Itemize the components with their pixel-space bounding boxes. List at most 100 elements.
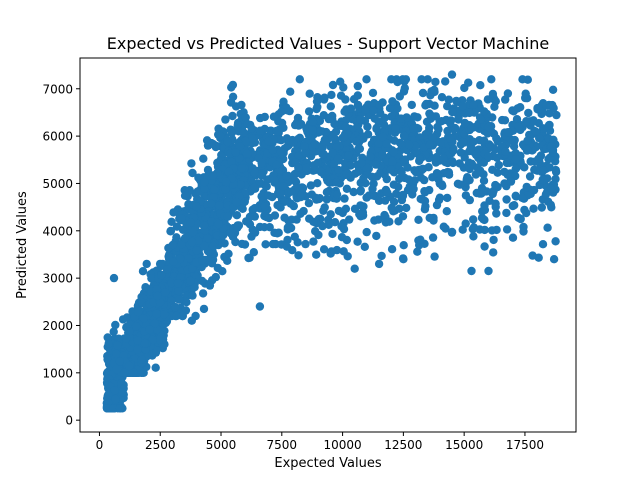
scatter-point: [248, 134, 257, 143]
scatter-point: [332, 190, 342, 199]
scatter-point: [147, 274, 156, 283]
scatter-point: [352, 137, 361, 146]
scatter-point: [326, 102, 335, 111]
scatter-point: [437, 93, 447, 102]
scatter-point: [353, 237, 362, 246]
scatter-point: [337, 233, 347, 242]
scatter-point: [415, 154, 424, 164]
scatter-point: [221, 185, 230, 194]
scatter-point: [241, 113, 250, 122]
scatter-point: [264, 213, 274, 223]
scatter-point: [190, 283, 199, 292]
scatter-point: [223, 212, 232, 221]
scatter-point: [447, 227, 457, 237]
scatter-point: [155, 298, 165, 307]
scatter-point: [270, 176, 279, 185]
scatter-point: [276, 147, 286, 157]
scatter-point: [174, 286, 183, 296]
scatter-point: [133, 307, 143, 317]
scatter-point: [484, 122, 493, 132]
scatter-point: [413, 113, 422, 122]
scatter-point: [324, 220, 333, 229]
scatter-point: [551, 237, 560, 246]
scatter-point: [487, 226, 497, 235]
scatter-point: [188, 264, 197, 273]
scatter-point: [205, 281, 215, 290]
scatter-point: [247, 232, 256, 241]
scatter-point: [548, 147, 558, 157]
scatter-point: [353, 91, 362, 100]
scatter-point: [487, 75, 496, 84]
scatter-point: [169, 257, 178, 266]
scatter-point: [199, 154, 208, 163]
scatter-point: [328, 229, 337, 239]
scatter-point: [208, 171, 218, 180]
y-axis-label: Predicted Values: [15, 191, 30, 299]
scatter-point: [295, 75, 304, 84]
scatter-point: [241, 137, 250, 146]
scatter-point: [215, 201, 224, 210]
scatter-point: [233, 120, 242, 130]
scatter-point: [430, 85, 439, 95]
scatter-point: [537, 203, 546, 212]
scatter-point: [511, 191, 520, 200]
scatter-point: [362, 227, 371, 237]
scatter-point: [111, 320, 120, 330]
scatter-point: [290, 232, 299, 241]
scatter-point: [492, 209, 501, 218]
scatter-point: [297, 190, 307, 199]
scatter-point: [312, 97, 322, 106]
scatter-point: [186, 218, 195, 227]
scatter-point: [181, 297, 190, 306]
scatter-point: [294, 151, 303, 160]
plot-frame: [79, 57, 577, 433]
scatter-point: [224, 249, 233, 258]
scatter-point: [268, 239, 278, 249]
scatter-point: [302, 163, 311, 173]
scatter-point: [188, 228, 198, 237]
scatter-point: [484, 152, 493, 161]
scatter-point: [211, 272, 220, 282]
scatter-point: [237, 100, 246, 110]
scatter-point: [112, 349, 121, 359]
scatter-point: [522, 182, 531, 192]
scatter-point: [432, 152, 441, 162]
scatter-point: [422, 99, 431, 109]
scatter-point: [308, 126, 317, 135]
scatter-point: [319, 149, 328, 159]
scatter-point: [265, 223, 274, 232]
scatter-point: [398, 212, 408, 221]
scatter-point: [523, 136, 532, 145]
scatter-point: [237, 164, 247, 173]
scatter-point: [449, 146, 458, 155]
scatter-point: [153, 291, 162, 301]
scatter-point: [378, 132, 388, 142]
scatter-point: [438, 181, 447, 191]
scatter-point: [282, 242, 292, 251]
scatter-point: [133, 345, 142, 354]
scatter-point: [300, 142, 309, 151]
scatter-point: [479, 187, 488, 196]
scatter-point: [439, 154, 448, 163]
y-tick-label: 0: [65, 414, 73, 428]
scatter-point: [385, 104, 395, 113]
scatter-point: [374, 215, 383, 224]
scatter-point: [221, 115, 230, 124]
scatter-point: [446, 118, 455, 128]
scatter-point: [287, 187, 296, 196]
scatter-point: [214, 219, 223, 229]
scatter-point: [548, 85, 558, 95]
scatter-point: [236, 180, 245, 189]
scatter-point: [431, 77, 440, 87]
scatter-point: [418, 164, 427, 174]
scatter-point: [178, 311, 187, 321]
scatter-point: [418, 88, 428, 98]
scatter-point: [522, 117, 531, 126]
scatter-point: [509, 107, 518, 116]
scatter-point: [361, 105, 370, 115]
scatter-point: [491, 199, 500, 208]
scatter-point: [543, 223, 552, 232]
scatter-point: [443, 193, 452, 203]
scatter-point: [237, 239, 247, 249]
scatter-point: [354, 144, 363, 154]
